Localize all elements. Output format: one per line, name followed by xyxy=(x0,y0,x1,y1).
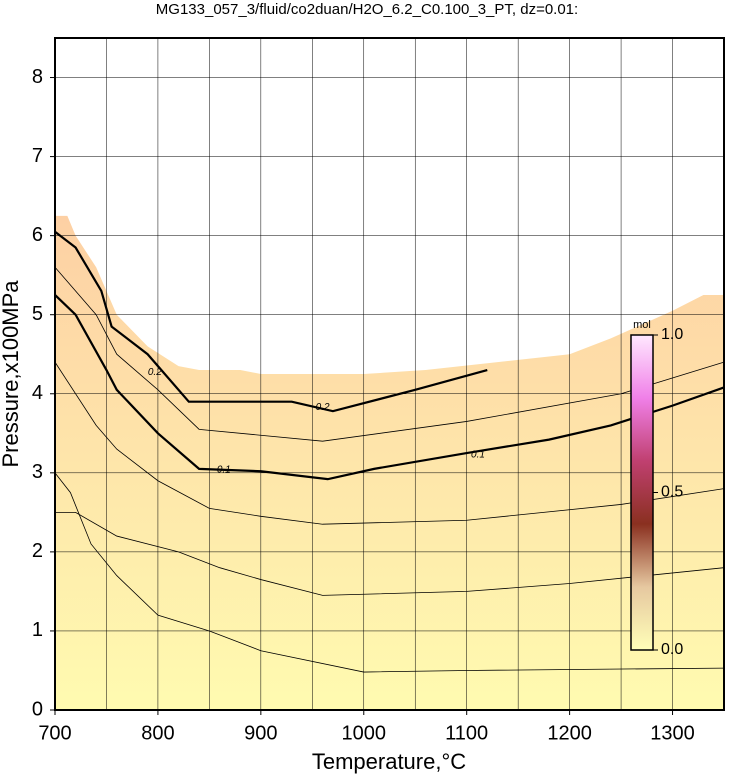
chart-title: MG133_057_3/fluid/co2duan/H2O_6.2_C0.100… xyxy=(156,1,578,18)
x-tick-label: 1000 xyxy=(342,722,387,744)
x-axis-label: Temperature,°C xyxy=(312,749,466,774)
contour-line xyxy=(54,267,725,442)
plot-frame xyxy=(54,37,725,711)
x-tick-label: 900 xyxy=(244,722,277,744)
y-tick-label: 3 xyxy=(32,461,43,483)
contour-label: 0.2 xyxy=(316,402,330,413)
y-tick-label: 4 xyxy=(32,382,43,404)
y-tick-label: 7 xyxy=(32,145,43,167)
y-tick-label: 5 xyxy=(32,303,43,325)
colorbar-tick-label: 0.0 xyxy=(661,641,683,658)
contour-label: 0.2 xyxy=(148,367,162,378)
y-axis-label: Pressure,x100MPa xyxy=(0,280,23,468)
y-tick-label: 6 xyxy=(32,224,43,246)
y-tick-label: 2 xyxy=(32,540,43,562)
contour-label: 0.1 xyxy=(217,464,231,475)
x-tick-label: 1200 xyxy=(547,722,592,744)
x-tick-label: 700 xyxy=(38,722,71,744)
y-tick-label: 1 xyxy=(32,619,43,641)
contour-line xyxy=(54,230,488,413)
colorbar-tick-label: 0.5 xyxy=(661,484,683,501)
y-tick-label: 0 xyxy=(32,698,43,720)
colorbar-label: mol xyxy=(633,319,651,331)
contour-label: 0.1 xyxy=(471,449,485,460)
contour-line xyxy=(54,472,725,673)
colorbar-tick-label: 1.0 xyxy=(661,326,683,343)
contour-line xyxy=(54,294,725,481)
x-tick-label: 800 xyxy=(141,722,174,744)
y-tick-label: 8 xyxy=(32,66,43,88)
field-area xyxy=(55,215,724,710)
colorbar xyxy=(630,334,654,651)
contour-line xyxy=(55,511,725,596)
x-tick-label: 1100 xyxy=(445,722,488,744)
contour-line xyxy=(54,361,725,525)
x-tick-label: 1300 xyxy=(650,722,695,744)
